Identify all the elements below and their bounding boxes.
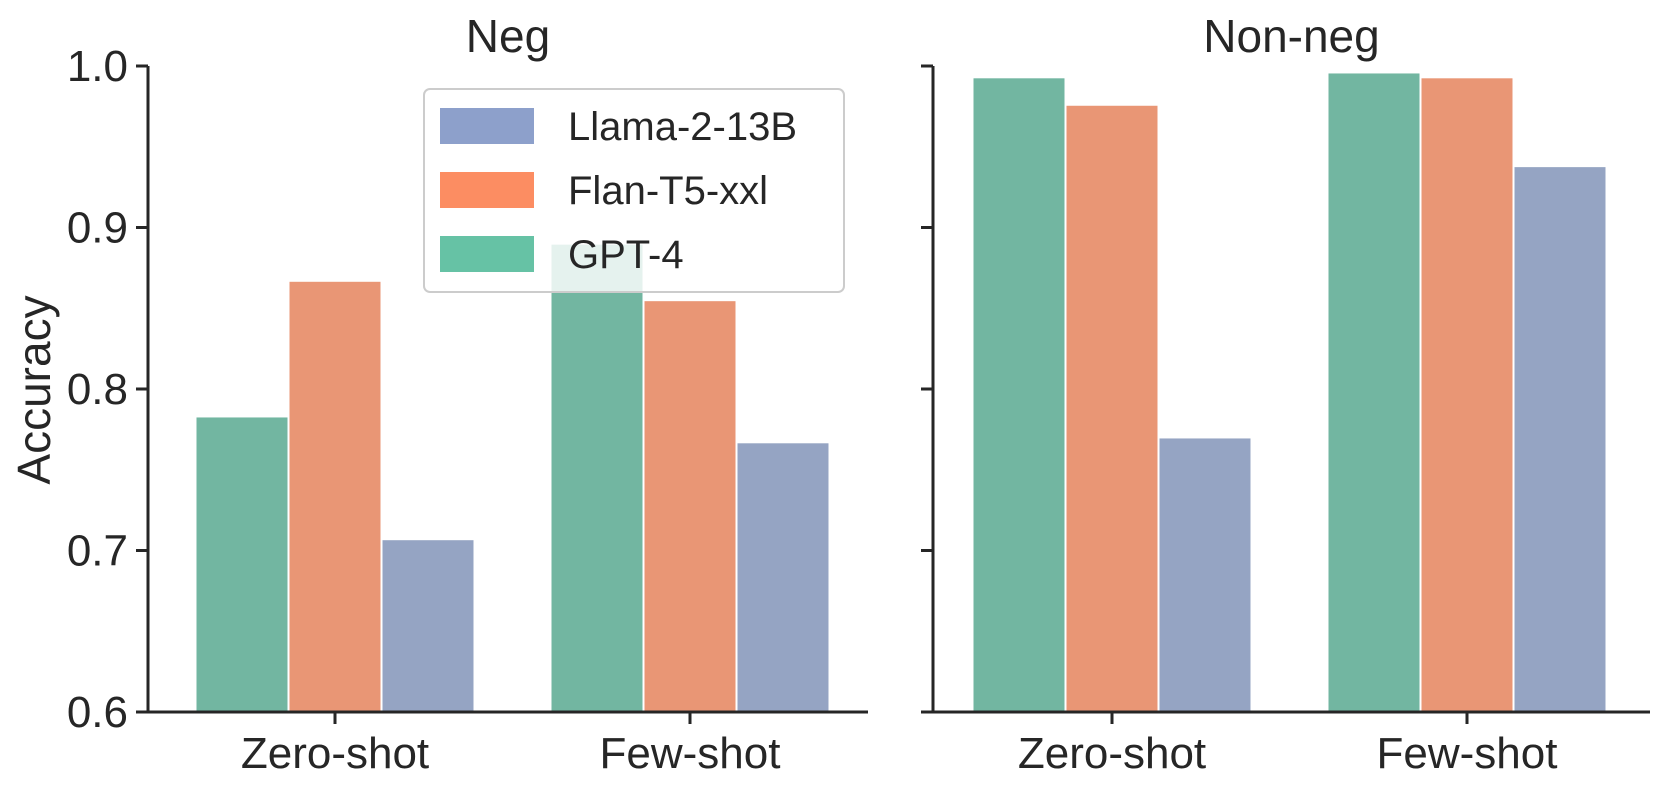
y-tick-label: 1.0 — [67, 42, 128, 91]
legend-label: Flan-T5-xxl — [568, 169, 768, 213]
panel-1: Non-neg Zero-shot Few-shot — [921, 10, 1650, 778]
bar-gpt-4-few-shot — [1326, 71, 1422, 713]
x-tick-label: Few-shot — [1377, 729, 1558, 778]
bar-gpt-4-zero-shot — [971, 76, 1067, 714]
y-tick-label: 0.8 — [67, 365, 128, 414]
legend-swatch — [440, 236, 534, 272]
y-tick-label: 0.6 — [67, 688, 128, 737]
y-tick-label: 0.9 — [67, 204, 128, 253]
x-tick-label: Zero-shot — [241, 729, 429, 778]
bar-gpt-4-zero-shot — [194, 415, 290, 713]
x-tick-label: Zero-shot — [1018, 729, 1206, 778]
y-axis-label: Accuracy — [8, 295, 60, 484]
bar-flan-t5-xxl-zero-shot — [1064, 103, 1160, 713]
bar-flan-t5-xxl-few-shot — [1419, 76, 1515, 714]
bar-gpt-4-few-shot — [549, 242, 645, 713]
y-tick-label: 0.7 — [67, 527, 128, 576]
bar-llama-2-13b-few-shot — [735, 441, 831, 713]
legend-label: Llama-2-13B — [568, 105, 797, 149]
x-tick-label: Few-shot — [600, 729, 781, 778]
panel-title: Non-neg — [1203, 10, 1379, 62]
bar-flan-t5-xxl-few-shot — [642, 299, 738, 713]
bar-llama-2-13b-zero-shot — [1157, 436, 1253, 713]
bar-llama-2-13b-zero-shot — [380, 538, 476, 713]
legend-swatch — [440, 108, 534, 144]
bar-llama-2-13b-few-shot — [1512, 165, 1608, 713]
panel-title: Neg — [466, 10, 550, 62]
legend-swatch — [440, 172, 534, 208]
panel-0: Neg 0.6 0.7 0.8 0.9 1.0 Zero-shot Few-shot — [67, 10, 868, 778]
legend: Llama-2-13B Flan-T5-xxl GPT-4 — [423, 88, 845, 293]
legend-label: GPT-4 — [568, 233, 684, 277]
bar-flan-t5-xxl-zero-shot — [287, 279, 383, 713]
